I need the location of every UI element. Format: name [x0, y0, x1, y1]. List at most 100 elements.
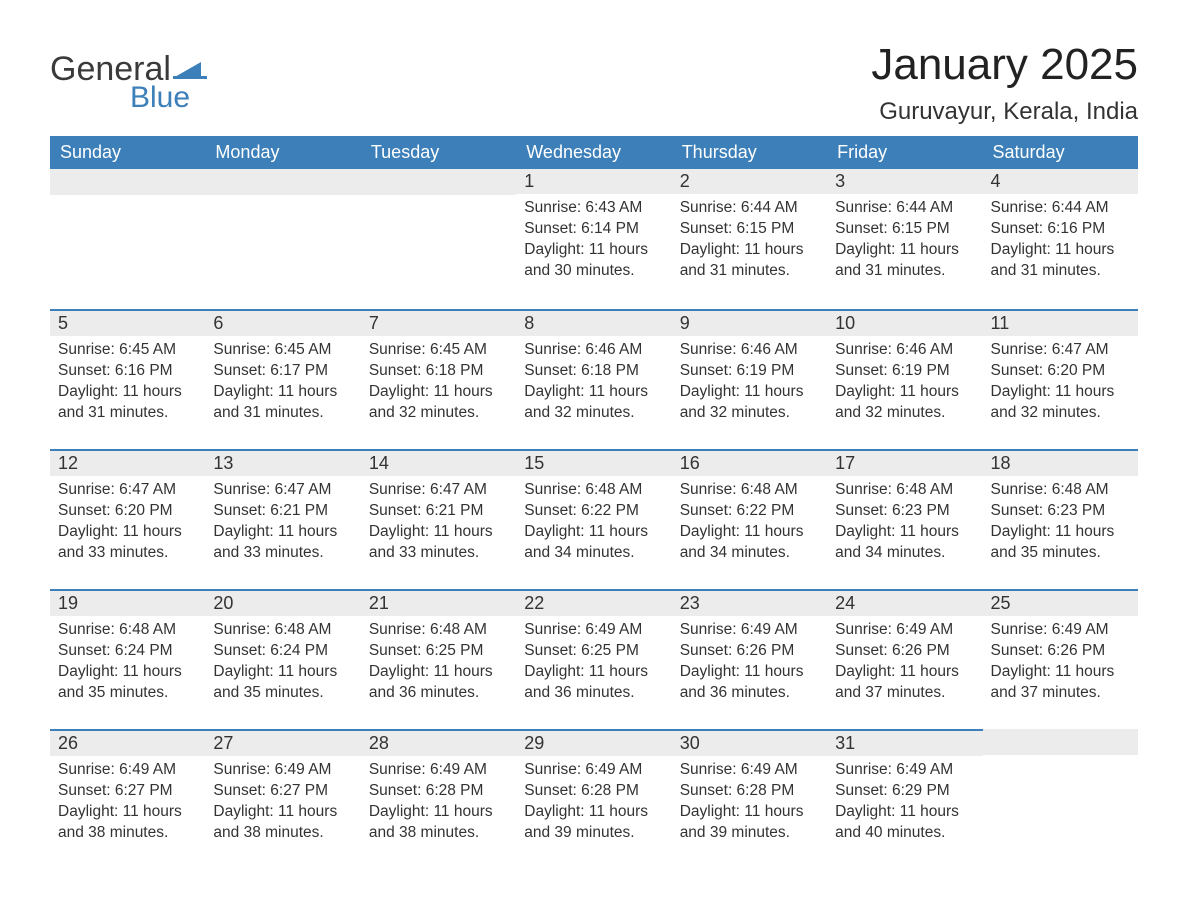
- calendar-day-cell: 29Sunrise: 6:49 AMSunset: 6:28 PMDayligh…: [516, 729, 671, 869]
- day-number: 14: [361, 449, 516, 476]
- daylight-text: Daylight: 11 hours and 39 minutes.: [524, 802, 663, 844]
- calendar-day-cell: 26Sunrise: 6:49 AMSunset: 6:27 PMDayligh…: [50, 729, 205, 869]
- day-number: 27: [205, 729, 360, 756]
- day-details: Sunrise: 6:49 AMSunset: 6:26 PMDaylight:…: [827, 616, 982, 714]
- day-details: Sunrise: 6:49 AMSunset: 6:28 PMDaylight:…: [672, 756, 827, 854]
- calendar-day-cell: 31Sunrise: 6:49 AMSunset: 6:29 PMDayligh…: [827, 729, 982, 869]
- sunrise-text: Sunrise: 6:45 AM: [213, 340, 352, 361]
- sunrise-text: Sunrise: 6:48 AM: [680, 480, 819, 501]
- calendar-day-cell: 12Sunrise: 6:47 AMSunset: 6:20 PMDayligh…: [50, 449, 205, 589]
- sunset-text: Sunset: 6:24 PM: [58, 641, 197, 662]
- sunset-text: Sunset: 6:21 PM: [213, 501, 352, 522]
- day-details: Sunrise: 6:48 AMSunset: 6:23 PMDaylight:…: [983, 476, 1138, 574]
- daylight-text: Daylight: 11 hours and 38 minutes.: [369, 802, 508, 844]
- sunrise-text: Sunrise: 6:49 AM: [835, 760, 974, 781]
- day-number: 21: [361, 589, 516, 616]
- calendar-day-cell: 20Sunrise: 6:48 AMSunset: 6:24 PMDayligh…: [205, 589, 360, 729]
- sunset-text: Sunset: 6:17 PM: [213, 361, 352, 382]
- day-details: Sunrise: 6:45 AMSunset: 6:17 PMDaylight:…: [205, 336, 360, 434]
- day-number: 8: [516, 309, 671, 336]
- day-details: Sunrise: 6:48 AMSunset: 6:22 PMDaylight:…: [516, 476, 671, 574]
- calendar-day-cell: 14Sunrise: 6:47 AMSunset: 6:21 PMDayligh…: [361, 449, 516, 589]
- sunset-text: Sunset: 6:23 PM: [991, 501, 1130, 522]
- day-details: Sunrise: 6:46 AMSunset: 6:19 PMDaylight:…: [672, 336, 827, 434]
- daylight-text: Daylight: 11 hours and 31 minutes.: [835, 240, 974, 282]
- day-details: Sunrise: 6:49 AMSunset: 6:28 PMDaylight:…: [516, 756, 671, 854]
- daynum-bar-empty: [361, 169, 516, 195]
- daylight-text: Daylight: 11 hours and 35 minutes.: [58, 662, 197, 704]
- sunset-text: Sunset: 6:19 PM: [835, 361, 974, 382]
- sunset-text: Sunset: 6:22 PM: [680, 501, 819, 522]
- sunrise-text: Sunrise: 6:49 AM: [58, 760, 197, 781]
- sunrise-text: Sunrise: 6:49 AM: [524, 620, 663, 641]
- day-number: 24: [827, 589, 982, 616]
- daynum-bar-empty: [983, 729, 1138, 755]
- weekday-header: Saturday: [983, 136, 1138, 169]
- day-number: 25: [983, 589, 1138, 616]
- sunset-text: Sunset: 6:26 PM: [835, 641, 974, 662]
- calendar-day-cell: 7Sunrise: 6:45 AMSunset: 6:18 PMDaylight…: [361, 309, 516, 449]
- calendar-day-cell: 10Sunrise: 6:46 AMSunset: 6:19 PMDayligh…: [827, 309, 982, 449]
- calendar-day-cell: 8Sunrise: 6:46 AMSunset: 6:18 PMDaylight…: [516, 309, 671, 449]
- daylight-text: Daylight: 11 hours and 40 minutes.: [835, 802, 974, 844]
- weekday-header: Tuesday: [361, 136, 516, 169]
- daylight-text: Daylight: 11 hours and 37 minutes.: [835, 662, 974, 704]
- sunset-text: Sunset: 6:28 PM: [524, 781, 663, 802]
- daylight-text: Daylight: 11 hours and 36 minutes.: [369, 662, 508, 704]
- calendar-day-cell: 18Sunrise: 6:48 AMSunset: 6:23 PMDayligh…: [983, 449, 1138, 589]
- day-number: 18: [983, 449, 1138, 476]
- daylight-text: Daylight: 11 hours and 36 minutes.: [524, 662, 663, 704]
- daynum-bar-empty: [50, 169, 205, 195]
- calendar-day-cell: 13Sunrise: 6:47 AMSunset: 6:21 PMDayligh…: [205, 449, 360, 589]
- weekday-header: Monday: [205, 136, 360, 169]
- sunrise-text: Sunrise: 6:48 AM: [369, 620, 508, 641]
- sunrise-text: Sunrise: 6:47 AM: [58, 480, 197, 501]
- sunset-text: Sunset: 6:18 PM: [369, 361, 508, 382]
- calendar-week-row: 26Sunrise: 6:49 AMSunset: 6:27 PMDayligh…: [50, 729, 1138, 869]
- day-number: 20: [205, 589, 360, 616]
- daylight-text: Daylight: 11 hours and 31 minutes.: [680, 240, 819, 282]
- logo-text-blue: Blue: [130, 81, 207, 115]
- day-details: Sunrise: 6:49 AMSunset: 6:25 PMDaylight:…: [516, 616, 671, 714]
- day-number: 30: [672, 729, 827, 756]
- day-details: Sunrise: 6:48 AMSunset: 6:22 PMDaylight:…: [672, 476, 827, 574]
- daynum-bar-empty: [205, 169, 360, 195]
- calendar-day-cell: 11Sunrise: 6:47 AMSunset: 6:20 PMDayligh…: [983, 309, 1138, 449]
- sunset-text: Sunset: 6:26 PM: [991, 641, 1130, 662]
- day-number: 28: [361, 729, 516, 756]
- calendar-day-cell: 4Sunrise: 6:44 AMSunset: 6:16 PMDaylight…: [983, 169, 1138, 309]
- calendar-empty-cell: [205, 169, 360, 309]
- daylight-text: Daylight: 11 hours and 34 minutes.: [680, 522, 819, 564]
- calendar-day-cell: 30Sunrise: 6:49 AMSunset: 6:28 PMDayligh…: [672, 729, 827, 869]
- calendar-day-cell: 9Sunrise: 6:46 AMSunset: 6:19 PMDaylight…: [672, 309, 827, 449]
- daylight-text: Daylight: 11 hours and 32 minutes.: [680, 382, 819, 424]
- day-number: 15: [516, 449, 671, 476]
- sunset-text: Sunset: 6:19 PM: [680, 361, 819, 382]
- day-details: Sunrise: 6:49 AMSunset: 6:26 PMDaylight:…: [672, 616, 827, 714]
- sunrise-text: Sunrise: 6:48 AM: [213, 620, 352, 641]
- day-number: 10: [827, 309, 982, 336]
- daylight-text: Daylight: 11 hours and 32 minutes.: [369, 382, 508, 424]
- sunrise-text: Sunrise: 6:45 AM: [58, 340, 197, 361]
- sunrise-text: Sunrise: 6:43 AM: [524, 198, 663, 219]
- calendar-day-cell: 21Sunrise: 6:48 AMSunset: 6:25 PMDayligh…: [361, 589, 516, 729]
- sunset-text: Sunset: 6:20 PM: [58, 501, 197, 522]
- day-details: Sunrise: 6:48 AMSunset: 6:25 PMDaylight:…: [361, 616, 516, 714]
- calendar-weekday-header: SundayMondayTuesdayWednesdayThursdayFrid…: [50, 136, 1138, 169]
- day-number: 23: [672, 589, 827, 616]
- sunset-text: Sunset: 6:29 PM: [835, 781, 974, 802]
- day-details: Sunrise: 6:49 AMSunset: 6:27 PMDaylight:…: [50, 756, 205, 854]
- day-details: Sunrise: 6:48 AMSunset: 6:24 PMDaylight:…: [205, 616, 360, 714]
- daylight-text: Daylight: 11 hours and 36 minutes.: [680, 662, 819, 704]
- sunset-text: Sunset: 6:24 PM: [213, 641, 352, 662]
- sunrise-text: Sunrise: 6:49 AM: [680, 760, 819, 781]
- sunset-text: Sunset: 6:20 PM: [991, 361, 1130, 382]
- daylight-text: Daylight: 11 hours and 32 minutes.: [524, 382, 663, 424]
- day-details: Sunrise: 6:45 AMSunset: 6:18 PMDaylight:…: [361, 336, 516, 434]
- daylight-text: Daylight: 11 hours and 38 minutes.: [213, 802, 352, 844]
- sunset-text: Sunset: 6:16 PM: [58, 361, 197, 382]
- daylight-text: Daylight: 11 hours and 31 minutes.: [991, 240, 1130, 282]
- day-details: Sunrise: 6:47 AMSunset: 6:20 PMDaylight:…: [50, 476, 205, 574]
- weekday-header: Friday: [827, 136, 982, 169]
- day-number: 12: [50, 449, 205, 476]
